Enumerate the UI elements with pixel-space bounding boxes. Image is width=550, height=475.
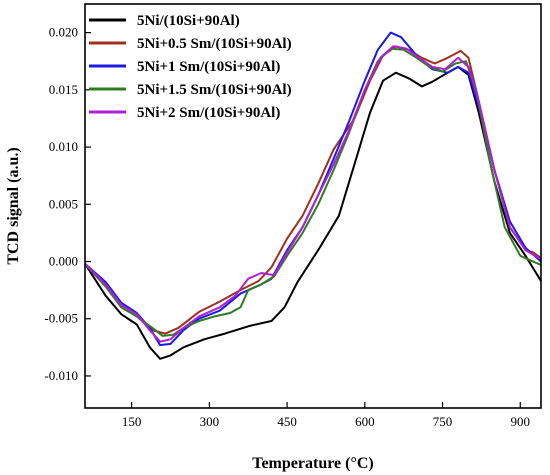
y-tick-label: -0.010 [44, 368, 78, 383]
legend-label-5: 5Ni+2 Sm/(10Si+90Al) [137, 105, 280, 121]
x-tick-label: 900 [511, 414, 531, 429]
legend: 5Ni/(10Si+90Al) 5Ni+0.5 Sm/(10Si+90Al) 5Ni… [89, 13, 292, 121]
series-line-5 [84, 45, 542, 343]
x-tick-label: 450 [277, 414, 297, 429]
series-layer [84, 31, 542, 360]
x-tick-label: 300 [200, 414, 220, 429]
y-tick-label: -0.005 [44, 311, 78, 326]
y-tick-label: 0.005 [49, 196, 78, 211]
y-axis: -0.010 -0.005 0.000 0.005 0.010 0.015 0.020 [44, 25, 91, 383]
y-tick-label: 0.000 [49, 254, 78, 269]
legend-label-1: 5Ni/(10Si+90Al) [137, 13, 240, 29]
x-tick-label: 150 [122, 414, 142, 429]
y-axis-title: TCD signal (a.u.) [5, 147, 22, 264]
plot-frame [84, 3, 542, 409]
x-axis-title: Temperature (°C) [252, 455, 373, 472]
legend-label-4: 5Ni+1.5 Sm/(10Si+90Al) [137, 82, 292, 98]
x-tick-label: 600 [355, 414, 375, 429]
legend-label-2: 5Ni+0.5 Sm/(10Si+90Al) [137, 36, 292, 52]
x-axis: 150 300 450 600 750 900 [122, 402, 530, 429]
y-tick-label: 0.010 [49, 139, 78, 154]
series-line-3 [84, 31, 542, 347]
y-tick-label: 0.015 [49, 82, 78, 97]
legend-label-3: 5Ni+1 Sm/(10Si+90Al) [137, 59, 280, 75]
x-tick-label: 750 [433, 414, 453, 429]
y-tick-label: 0.020 [49, 25, 78, 40]
